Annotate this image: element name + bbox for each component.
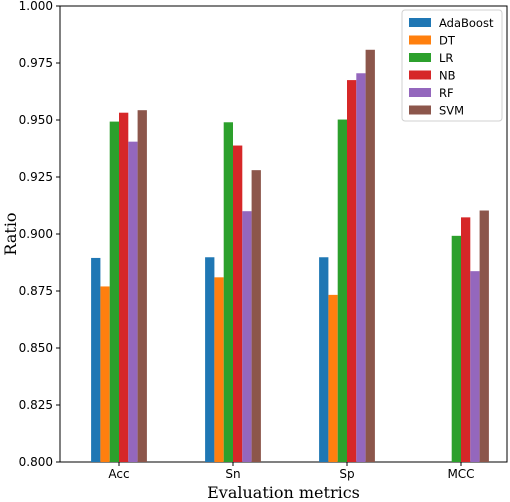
y-axis-label: Ratio <box>1 212 20 255</box>
bar-adaboost-sn <box>205 257 215 462</box>
bar-lr-acc <box>109 121 119 462</box>
legend-label-svm: SVM <box>439 104 464 118</box>
legend-label-lr: LR <box>439 51 453 65</box>
x-axis: Acc Sn Sp MCC <box>108 462 475 481</box>
legend-swatch-adaboost <box>409 18 431 27</box>
x-tick-label: Sp <box>339 467 354 481</box>
y-tick-label: 0.800 <box>19 455 53 469</box>
legend-swatch-lr <box>409 53 431 62</box>
y-tick-label: 0.950 <box>19 113 53 127</box>
bar-rf-acc <box>128 141 138 462</box>
bar-svm-sn <box>251 170 261 462</box>
bar-lr-sp <box>337 119 347 462</box>
legend-label-rf: RF <box>439 86 454 100</box>
legend-swatch-rf <box>409 88 431 97</box>
legend-label-adaboost: AdaBoost <box>439 16 494 30</box>
bar-rf-mcc <box>470 271 480 462</box>
y-tick-label: 0.875 <box>19 284 53 298</box>
legend-label-dt: DT <box>439 34 456 48</box>
bar-rf-sp <box>356 73 366 462</box>
legend-swatch-dt <box>409 35 431 45</box>
y-axis: 0.800 0.825 0.850 0.875 0.900 0.925 0.950 0.975… <box>19 0 60 469</box>
y-tick-label: 0.900 <box>19 227 53 241</box>
y-tick-label: 0.825 <box>19 398 53 412</box>
bar-dt-sn <box>214 277 224 462</box>
bar-adaboost-sp <box>319 257 329 462</box>
bar-rf-sn <box>242 211 252 462</box>
bars-group <box>91 49 489 463</box>
bar-nb-acc <box>119 112 129 462</box>
bar-svm-sp <box>365 49 375 462</box>
legend: AdaBoost DT LR NB RF SVM <box>401 9 503 122</box>
bar-nb-mcc <box>461 217 471 462</box>
bar-svm-mcc <box>479 210 489 462</box>
y-tick-label: 0.975 <box>19 56 53 70</box>
x-tick-label: MCC <box>447 467 474 481</box>
y-tick-label: 0.850 <box>19 341 53 355</box>
bar-nb-sn <box>233 145 243 462</box>
bar-dt-sp <box>328 294 338 462</box>
x-axis-label: Evaluation metrics <box>207 483 360 502</box>
y-tick-label: 0.925 <box>19 170 53 184</box>
bar-dt-acc <box>100 286 110 462</box>
x-tick-label: Acc <box>108 467 129 481</box>
bar-svm-acc <box>137 110 147 463</box>
legend-swatch-nb <box>409 70 431 80</box>
bar-adaboost-acc <box>91 257 101 462</box>
x-tick-label: Sn <box>225 467 240 481</box>
bar-lr-mcc <box>451 235 461 462</box>
legend-swatch-svm <box>409 105 431 115</box>
legend-label-nb: NB <box>439 69 456 83</box>
y-tick-label: 1.000 <box>19 0 53 13</box>
bar-nb-sp <box>347 80 357 462</box>
bar-lr-sn <box>223 122 233 462</box>
